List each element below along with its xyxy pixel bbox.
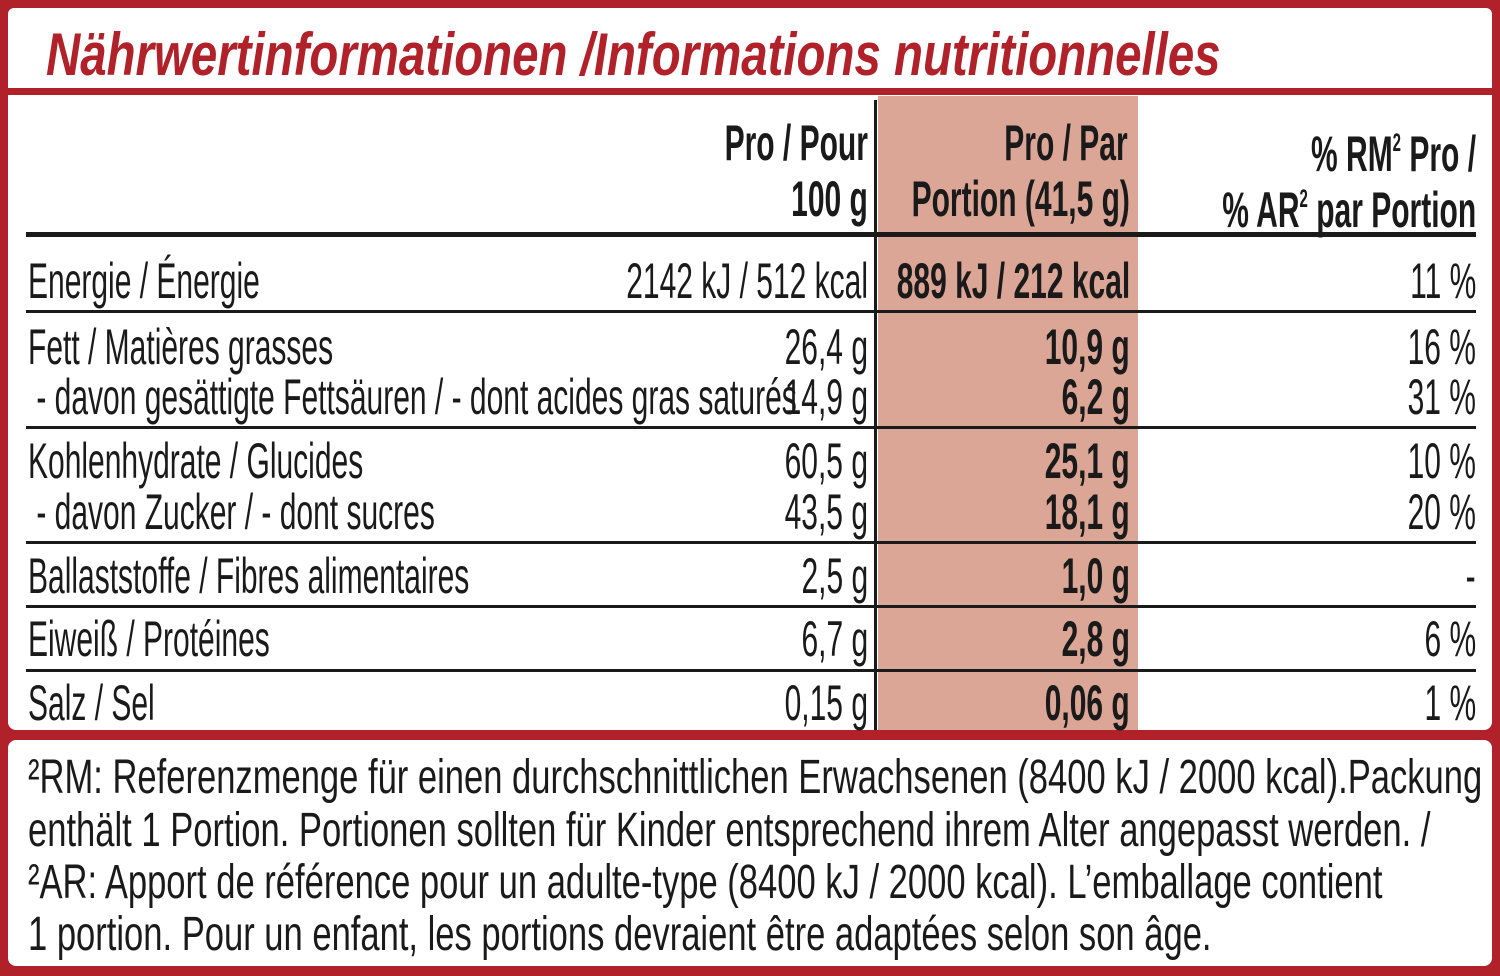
value-reference-intake: - (1466, 548, 1476, 604)
value-per-portion: 0,06 g (1044, 675, 1130, 731)
value-per-portion: 2,8 g (1061, 611, 1130, 667)
column-divider (874, 100, 877, 730)
footnote-line: ²AR: Apport de référence pour un adulte-… (28, 856, 1383, 909)
footnote-line: ²RM: Referenzmenge für einen durchschnit… (28, 751, 1483, 804)
value-per-100g: 60,5 g (784, 433, 868, 489)
value-reference-intake: 1 % (1424, 675, 1476, 731)
header-ri-line1: % RM2 Pro / (1310, 126, 1476, 182)
value-reference-intake: 20 % (1407, 484, 1476, 540)
header-portion-line1: Pro / Par (1004, 115, 1128, 171)
footnote-panel (8, 740, 1492, 966)
nutrient-label: Eiweiß / Protéines (28, 611, 270, 667)
row-divider (26, 426, 1476, 429)
value-per-100g: 26,4 g (784, 319, 868, 375)
label-title: Nährwertinformationen /Informations nutr… (46, 21, 1221, 88)
value-per-100g: 43,5 g (784, 484, 868, 540)
header-ri-line2: % AR2 par Portion (1222, 182, 1476, 238)
row-divider (26, 605, 1476, 608)
value-per-portion: 6,2 g (1061, 369, 1130, 425)
header-divider (26, 232, 1476, 237)
value-per-100g: 6,7 g (801, 611, 868, 667)
value-per-portion: 25,1 g (1044, 433, 1130, 489)
title-panel (8, 8, 1492, 88)
value-reference-intake: 11 % (1409, 253, 1476, 309)
value-per-portion: 18,1 g (1044, 484, 1130, 540)
nutrient-label: Kohlenhydrate / Glucides (28, 433, 364, 489)
nutrient-label: Salz / Sel (28, 675, 155, 731)
nutrient-label: Fett / Matières grasses (28, 319, 334, 375)
value-per-portion: 10,9 g (1044, 319, 1130, 375)
footnote-line: 1 portion. Pour un enfant, les portions … (28, 908, 1212, 961)
row-divider (26, 310, 1476, 313)
header-per100-line2: 100 g (791, 171, 868, 227)
footnote-line: enthält 1 Portion. Portionen sollten für… (28, 804, 1431, 857)
nutrient-label: - davon gesättigte Fettsäuren / - dont a… (28, 369, 797, 425)
nutrient-label: - davon Zucker / - dont sucres (28, 484, 435, 540)
value-per-100g: 14,9 g (784, 369, 868, 425)
value-per-portion: 1,0 g (1061, 548, 1130, 604)
value-reference-intake: 31 % (1407, 369, 1476, 425)
value-reference-intake: 6 % (1424, 611, 1476, 667)
nutrient-label: Ballaststoffe / Fibres alimentaires (28, 548, 470, 604)
value-per-100g: 2142 kJ / 512 kcal (626, 253, 868, 309)
value-per-100g: 2,5 g (801, 548, 868, 604)
value-per-portion: 889 kJ / 212 kcal (896, 253, 1130, 309)
portion-column-shade (878, 96, 1138, 730)
value-per-100g: 0,15 g (784, 675, 868, 731)
row-divider (26, 541, 1476, 544)
header-portion-line2: Portion (41,5 g) (911, 171, 1130, 227)
value-reference-intake: 16 % (1407, 319, 1476, 375)
value-reference-intake: 10 % (1407, 433, 1476, 489)
nutrition-table (8, 95, 1492, 730)
row-divider (26, 669, 1476, 672)
nutrient-label: Energie / Énergie (28, 253, 260, 309)
header-per100-line1: Pro / Pour (724, 115, 868, 171)
